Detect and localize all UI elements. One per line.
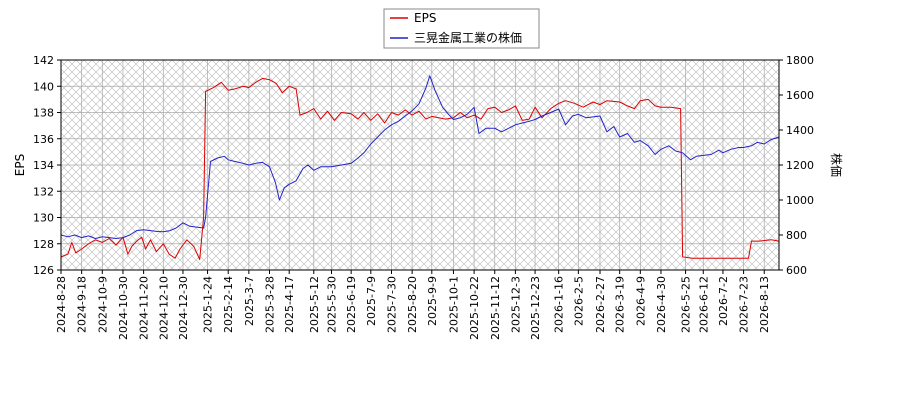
x-tick-label: 2025-7-30: [385, 276, 398, 333]
x-tick-label: 2026-7-23: [738, 276, 751, 333]
legend-price-label: 三晃金属工業の株価: [414, 30, 522, 45]
x-tick-label: 2024-8-28: [55, 276, 68, 333]
x-tick-label: 2026-8-13: [758, 276, 771, 333]
x-tick-label: 2025-5-12: [308, 276, 321, 333]
x-tick-label: 2024-9-18: [76, 276, 89, 333]
x-tick-label: 2025-7-9: [365, 276, 378, 326]
x-tick-label: 2024-12-30: [177, 276, 190, 340]
x-tick-label: 2025-1-24: [202, 276, 215, 333]
legend-eps-label: EPS: [414, 11, 436, 25]
x-tick-label: 2026-5-25: [680, 276, 693, 333]
x-tick-label: 2025-5-30: [325, 276, 338, 333]
x-tick-label: 2024-10-30: [117, 276, 130, 340]
x-tick-label: 2025-3-7: [243, 276, 256, 326]
x-tick-label: 2025-10-1: [447, 276, 460, 333]
series-layer: [60, 75, 780, 260]
y-right-tick-label: 1000: [786, 194, 814, 207]
y-right-axis-title: 株価: [829, 153, 844, 177]
x-axis: 2024-8-28 2024-9-18 2024-10-9 2024-10-30 202…: [55, 270, 771, 340]
y-left-tick-label: 128: [33, 238, 54, 251]
y-left-tick-label: 126: [33, 264, 54, 277]
x-tick-label: 2025-9-9: [426, 276, 439, 326]
x-tick-label: 2025-6-19: [345, 276, 358, 333]
x-tick-label: 2026-4-30: [655, 276, 668, 333]
price-line: [60, 75, 780, 239]
x-tick-label: 2025-2-14: [222, 276, 235, 333]
x-tick-label: 2025-10-22: [468, 276, 481, 340]
x-tick-label: 2025-4-17: [283, 276, 296, 333]
y-left-tick-label: 136: [33, 133, 54, 146]
y-right-tick-label: 1800: [786, 54, 814, 67]
eps-line: [60, 77, 780, 260]
legend-box: [383, 8, 540, 49]
legend: EPS 三晃金属工業の株価: [383, 8, 540, 49]
x-tick-label: 2025-3-28: [264, 276, 277, 333]
y-right-tick-label: 1200: [786, 159, 814, 172]
y-left-axis-title: EPS: [13, 154, 27, 176]
x-tick-label: 2026-3-19: [614, 276, 627, 333]
x-tick-label: 2026-2-5: [572, 276, 585, 326]
x-tick-label: 2025-12-3: [509, 276, 522, 333]
y-left-tick-label: 134: [33, 159, 54, 172]
x-tick-label: 2025-11-12: [489, 276, 502, 340]
x-tick-label: 2024-12-10: [157, 276, 170, 340]
x-tick-label: 2026-1-16: [553, 276, 566, 333]
x-tick-label: 2025-8-20: [406, 276, 419, 333]
y-left-axis: 126 128 130 132 134 136 138 140 142: [33, 54, 61, 277]
x-tick-label: 2024-10-9: [96, 276, 109, 333]
x-tick-label: 2026-4-9: [634, 276, 647, 326]
y-right-tick-label: 600: [786, 264, 807, 277]
y-right-tick-label: 800: [786, 229, 807, 242]
y-right-axis: 600 800 1000 1200 1400 1600 1800: [779, 54, 814, 277]
y-left-tick-label: 130: [33, 212, 54, 225]
y-left-tick-label: 140: [33, 80, 54, 93]
y-left-tick-label: 132: [33, 185, 54, 198]
x-tick-label: 2026-7-2: [717, 276, 730, 326]
y-left-tick-label: 138: [33, 107, 54, 120]
x-tick-label: 2026-6-12: [697, 276, 710, 333]
x-tick-label: 2024-11-20: [138, 276, 151, 340]
y-left-tick-label: 142: [33, 54, 54, 67]
x-tick-label: 2026-2-27: [594, 276, 607, 333]
x-tick-label: 2025-12-23: [529, 276, 542, 340]
y-right-tick-label: 1600: [786, 89, 814, 102]
y-right-tick-label: 1400: [786, 124, 814, 137]
